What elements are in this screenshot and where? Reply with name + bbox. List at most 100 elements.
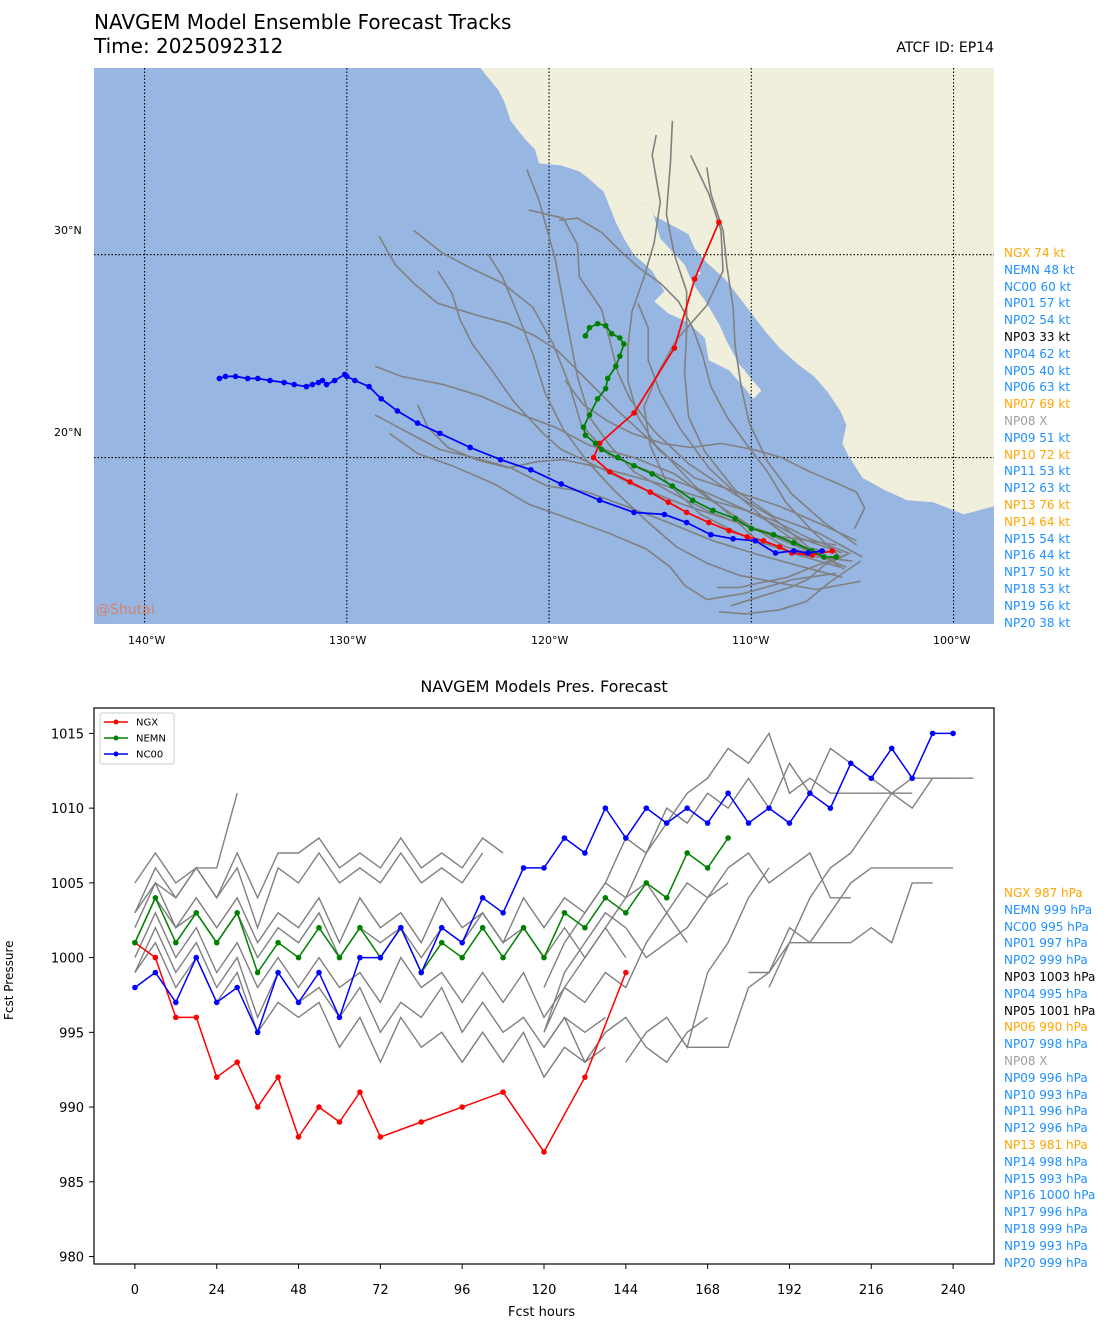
pressure-point-nc00-32 xyxy=(786,820,793,826)
pressure-label-19: NP17 996 hPa xyxy=(1004,1205,1088,1220)
pressure-member-6 xyxy=(134,911,688,1019)
x-tick-label-120: 120 xyxy=(532,1283,557,1298)
track-point-nemn-26 xyxy=(602,322,609,329)
track-point-nc00-32 xyxy=(255,375,261,382)
mainland xyxy=(480,68,994,515)
track-point-nc00-34 xyxy=(232,373,239,380)
track-point-nc00-0 xyxy=(819,548,825,554)
pressure-point-nc00-16 xyxy=(459,939,465,946)
pressure-point-nc00-20 xyxy=(541,865,547,871)
track-point-nc00-14 xyxy=(467,444,473,451)
pressure-point-nemn-17 xyxy=(479,924,486,931)
pressure-point-nc00-21 xyxy=(561,835,568,841)
pressure-point-ngx-8 xyxy=(295,1134,302,1140)
member-track-20 xyxy=(528,209,845,570)
track-point-ngx-14 xyxy=(596,440,603,447)
pressure-point-nc00-3 xyxy=(193,954,200,961)
y-tick-label-990: 990 xyxy=(59,1101,84,1116)
track-point-nemn-29 xyxy=(582,333,589,339)
track-point-nc00-22 xyxy=(341,371,348,378)
pressure-member-12 xyxy=(687,867,954,1049)
track-point-nc00-17 xyxy=(394,408,401,414)
track-point-nc00-30 xyxy=(281,379,287,386)
pressure-point-nc00-18 xyxy=(500,909,506,916)
pressure-point-nc00-26 xyxy=(663,820,670,826)
intensity-label-2: NC00 60 kt xyxy=(1004,279,1072,294)
member-track-19 xyxy=(730,554,847,607)
pressure-point-nc00-14 xyxy=(418,969,425,976)
pressure-point-nc00-1 xyxy=(152,969,159,976)
pressure-point-nc00-31 xyxy=(766,805,772,811)
track-point-nemn-22 xyxy=(617,353,623,359)
pressure-main-lines xyxy=(132,730,956,1155)
pressure-point-nemn-23 xyxy=(602,895,609,901)
track-point-nemn-28 xyxy=(586,324,593,331)
pressure-point-ngx-14 xyxy=(459,1104,465,1110)
pressure-label-9: NP07 998 hPa xyxy=(1004,1037,1088,1052)
track-point-nemn-17 xyxy=(586,412,593,418)
lon-tick-110w: 110°W xyxy=(732,634,770,647)
pressure-point-nemn-20 xyxy=(541,954,547,961)
track-point-nemn-10 xyxy=(649,471,656,477)
pressure-label-0: NGX 987 hPa xyxy=(1004,886,1083,900)
pressure-point-nc00-37 xyxy=(888,745,895,752)
track-point-nemn-0 xyxy=(833,554,840,560)
x-tick-label-168: 168 xyxy=(695,1283,720,1298)
pressure-line-nemn xyxy=(134,837,729,975)
pressure-member-10 xyxy=(543,731,913,1033)
x-tick-label-96: 96 xyxy=(454,1283,471,1298)
member-track-11 xyxy=(374,414,843,579)
pressure-point-nc00-4 xyxy=(213,999,220,1006)
pressure-point-nemn-14 xyxy=(418,969,425,976)
track-point-nc00-19 xyxy=(366,383,372,390)
pressure-member-4 xyxy=(134,881,729,945)
track-point-ngx-3 xyxy=(776,544,783,550)
track-point-nc00-12 xyxy=(528,466,534,473)
pressure-member-16 xyxy=(748,882,933,974)
pressure-label-4: NP02 999 hPa xyxy=(1004,953,1088,968)
land-layer xyxy=(480,68,994,515)
track-point-nc00-16 xyxy=(414,420,421,426)
track-point-ngx-11 xyxy=(627,479,633,485)
pressure-point-nemn-22 xyxy=(582,924,588,931)
pressure-point-ngx-0 xyxy=(132,939,138,946)
intensity-label-15: NP13 76 kt xyxy=(1004,497,1071,512)
pressure-label-10: NP08 X xyxy=(1004,1053,1048,1068)
lon-tick-140w: 140°W xyxy=(128,634,166,647)
x-tick-label-48: 48 xyxy=(290,1283,307,1298)
intensity-label-11: NP09 51 kt xyxy=(1004,430,1071,445)
pressure-member-9 xyxy=(543,747,974,988)
pressure-label-14: NP12 996 hPa xyxy=(1004,1121,1088,1136)
track-point-nemn-24 xyxy=(617,335,623,341)
track-point-nemn-5 xyxy=(748,525,755,532)
pressure-member-15 xyxy=(625,867,770,1063)
y-tick-label-1010: 1010 xyxy=(51,802,84,817)
legend-marker-ngx xyxy=(113,719,119,725)
pressure-member-7 xyxy=(134,926,606,1049)
track-map[interactable] xyxy=(94,68,994,624)
track-point-nc00-20 xyxy=(352,377,358,384)
pressure-member-lines xyxy=(134,731,974,1079)
pressure-member-13 xyxy=(543,851,851,1033)
pressure-point-nc00-25 xyxy=(643,805,650,811)
track-point-nc00-13 xyxy=(497,456,504,463)
track-point-nc00-11 xyxy=(558,481,564,487)
pressure-point-nc00-11 xyxy=(357,954,363,961)
intensity-label-8: NP06 63 kt xyxy=(1004,380,1071,395)
track-point-nc00-24 xyxy=(323,381,330,388)
intensity-label-10: NP08 X xyxy=(1004,413,1048,428)
baja-california xyxy=(607,201,762,399)
member-track-14 xyxy=(559,217,841,558)
track-point-nc00-7 xyxy=(683,519,690,526)
pressure-point-nemn-0 xyxy=(132,939,138,946)
pressure-point-nemn-26 xyxy=(663,895,670,901)
track-point-nemn-1 xyxy=(821,554,827,560)
lat-tick-30: 30°N xyxy=(54,224,82,237)
track-point-nemn-16 xyxy=(580,424,587,430)
y-tick-label-1005: 1005 xyxy=(51,877,84,892)
pressure-point-nc00-28 xyxy=(704,820,711,826)
track-point-ngx-8 xyxy=(683,509,690,516)
pressure-chart-title: NAVGEM Models Pres. Forecast xyxy=(420,677,668,696)
track-point-nc00-33 xyxy=(244,375,251,382)
pressure-member-11 xyxy=(768,777,954,988)
